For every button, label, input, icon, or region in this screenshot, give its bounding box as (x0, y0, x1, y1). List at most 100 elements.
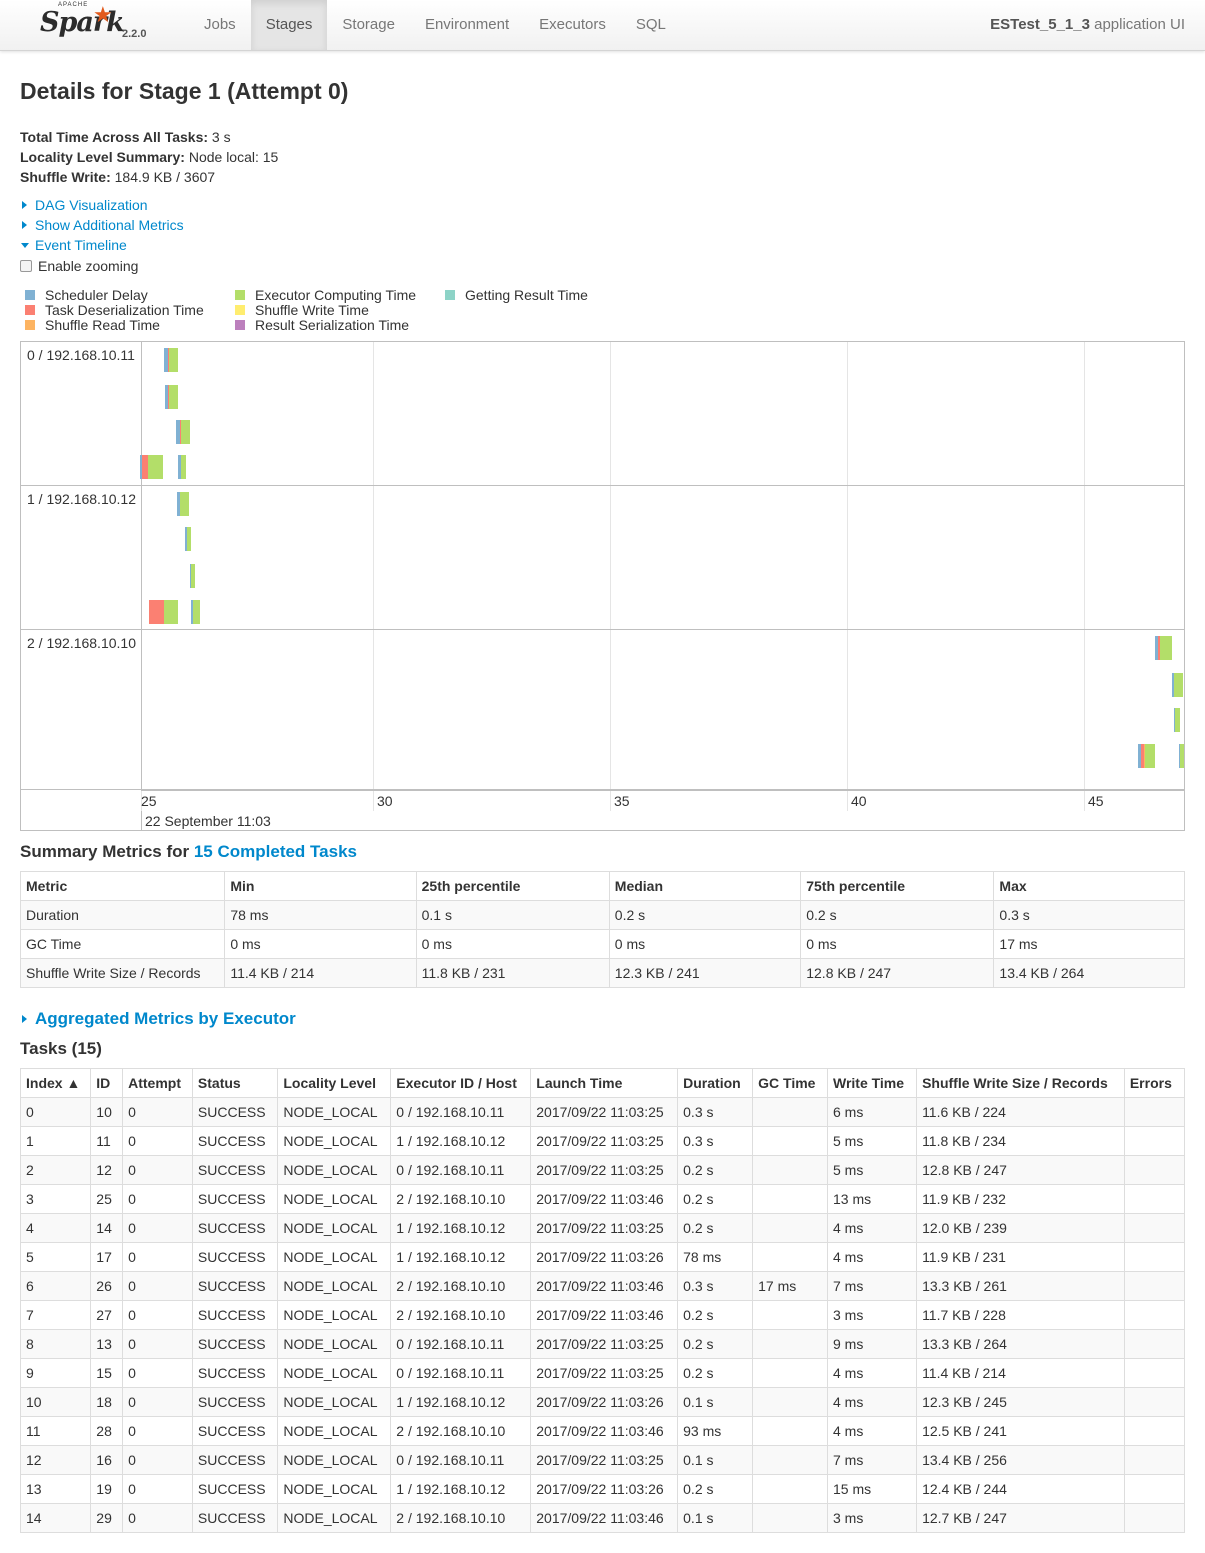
legend-label: Result Serialization Time (255, 317, 410, 333)
table-row: 10 18 0 SUCCESS NODE_LOCAL 1 / 192.168.10.12 2… (19, 1387, 1186, 1417)
tasks-column-header[interactable]: Write Time (826, 1068, 918, 1098)
table-cell: 0 / 192.168.10.11 (390, 1329, 532, 1359)
table-cell: SUCCESS (191, 1126, 279, 1156)
tab-stages[interactable]: Stages (250, 0, 328, 50)
table-row: 13 19 0 SUCCESS NODE_LOCAL 1 / 192.168.10.12 2… (19, 1474, 1186, 1504)
table-cell: 0 (122, 1300, 193, 1330)
table-cell: 2017/09/22 11:03:25 (530, 1445, 679, 1475)
table-cell: 9 (19, 1358, 92, 1388)
task-timeline-bar[interactable] (140, 455, 163, 479)
tasks-column-header[interactable]: Index ▲ (19, 1068, 92, 1098)
table-row: 7 27 0 SUCCESS NODE_LOCAL 2 / 192.168.10.10 20… (19, 1300, 1186, 1330)
legend-label: Shuffle Write Time (255, 302, 369, 318)
executor-label: 0 / 192.168.10.11 (27, 347, 135, 363)
legend-swatch (235, 320, 245, 330)
summary-metrics-cell: 11.8 KB / 231 (415, 958, 610, 988)
task-timeline-bar[interactable] (1172, 673, 1183, 697)
dag-visualization-toggle[interactable]: DAG Visualization (20, 197, 148, 213)
task-timeline-bar[interactable] (1174, 708, 1180, 732)
task-timeline-bar[interactable] (191, 600, 200, 624)
task-timeline-bar[interactable] (165, 385, 178, 409)
table-cell: 0.1 s (677, 1445, 754, 1475)
event-timeline-toggle[interactable]: Event Timeline (20, 237, 127, 253)
event-timeline[interactable]: 0 / 192.168.10.11 1 / 192.168.10.12 2 / … (20, 341, 1185, 831)
table-cell: NODE_LOCAL (277, 1126, 392, 1156)
summary-metrics-cell: 17 ms (993, 929, 1185, 959)
axis-tick-label: 25 (141, 793, 157, 809)
tasks-column-header[interactable]: Duration (677, 1068, 754, 1098)
aggregated-metrics-link[interactable]: Aggregated Metrics by Executor (35, 1009, 296, 1028)
table-cell: 9 ms (826, 1329, 918, 1359)
task-bar-segment (140, 455, 142, 479)
table-cell: SUCCESS (191, 1503, 279, 1533)
table-cell: 2017/09/22 11:03:46 (530, 1184, 679, 1214)
summary-metrics-heading-text: Summary Metrics for (20, 842, 194, 861)
tasks-column-header[interactable]: Launch Time (530, 1068, 679, 1098)
summary-metrics-cell: 0.2 s (608, 900, 802, 930)
table-cell: 2017/09/22 11:03:25 (530, 1097, 679, 1127)
task-bar-segment (180, 492, 189, 516)
task-timeline-bar[interactable] (1138, 744, 1155, 768)
task-timeline-bar[interactable] (190, 564, 195, 588)
table-row: 9 15 0 SUCCESS NODE_LOCAL 0 / 192.168.10.11 20… (19, 1358, 1186, 1388)
table-cell (1123, 1358, 1186, 1388)
task-timeline-bar[interactable] (164, 348, 178, 372)
completed-tasks-link[interactable]: 15 Completed Tasks (193, 842, 357, 861)
table-cell: 13 (90, 1329, 124, 1359)
task-timeline-bar[interactable] (185, 527, 191, 551)
table-cell: 3 (19, 1184, 92, 1214)
logo-apache-text: APACHE (58, 2, 89, 8)
task-timeline-bar[interactable] (1179, 744, 1184, 768)
enable-zooming-checkbox[interactable] (20, 260, 32, 273)
summary-metrics-cell: 12.3 KB / 241 (608, 958, 802, 988)
task-bar-segment (1172, 673, 1174, 697)
table-cell: 4 ms (826, 1213, 918, 1243)
aggregated-metrics-toggle[interactable]: Aggregated Metrics by Executor (20, 1009, 296, 1029)
table-cell: 29 (90, 1503, 124, 1533)
table-cell: SUCCESS (191, 1213, 279, 1243)
tab-sql[interactable]: SQL (635, 16, 666, 33)
table-cell: 0 (122, 1213, 193, 1243)
table-cell: 0.2 s (677, 1213, 754, 1243)
task-timeline-bar[interactable] (176, 420, 190, 444)
enable-zooming-label: Enable zooming (38, 258, 139, 274)
table-cell: 13.4 KB / 256 (916, 1445, 1125, 1475)
table-cell: 0.1 s (677, 1503, 754, 1533)
table-cell (1123, 1474, 1186, 1504)
legend-swatch (25, 290, 35, 300)
table-cell: 0 (122, 1474, 193, 1504)
spark-logo[interactable]: APACHE Spark ★ 2.2.0 (38, 2, 158, 48)
tasks-column-header[interactable]: Shuffle Write Size / Records (916, 1068, 1125, 1098)
task-timeline-bar[interactable] (178, 455, 186, 479)
tasks-column-header[interactable]: Attempt (122, 1068, 193, 1098)
task-timeline-bar[interactable] (1155, 636, 1172, 660)
event-timeline-label: Event Timeline (35, 237, 127, 253)
table-cell: 2017/09/22 11:03:46 (530, 1503, 679, 1533)
task-timeline-bar[interactable] (177, 492, 189, 516)
tab-executors[interactable]: Executors (539, 16, 606, 33)
summary-column-header: Min (224, 871, 417, 901)
summary-total-time-label: Total Time Across All Tasks: (20, 129, 209, 145)
table-row: 5 17 0 SUCCESS NODE_LOCAL 1 / 192.168.10.12 20… (19, 1242, 1186, 1272)
summary-metrics-cell: 11.4 KB / 214 (224, 958, 417, 988)
tasks-column-header[interactable]: Locality Level (277, 1068, 392, 1098)
task-timeline-bar[interactable] (149, 600, 178, 624)
tasks-column-header[interactable]: Executor ID / Host (390, 1068, 532, 1098)
tab-storage[interactable]: Storage (342, 16, 395, 33)
tab-jobs[interactable]: Jobs (204, 16, 236, 33)
table-cell: 2 / 192.168.10.10 (390, 1300, 532, 1330)
task-bar-segment (1144, 744, 1145, 768)
table-row: 14 29 0 SUCCESS NODE_LOCAL 2 / 192.168.10.10 2… (19, 1503, 1186, 1533)
tasks-column-header[interactable]: GC Time (752, 1068, 828, 1098)
table-cell: 0.2 s (677, 1155, 754, 1185)
task-bar-segment (187, 527, 191, 551)
tasks-column-header[interactable]: Status (191, 1068, 279, 1098)
tab-environment[interactable]: Environment (424, 16, 510, 33)
tasks-column-header[interactable]: Errors (1123, 1068, 1186, 1098)
tasks-header-row: Index ▲ ID Attempt Status Locality Level Exec… (19, 1068, 1186, 1098)
tasks-column-header[interactable]: ID (90, 1068, 124, 1098)
table-row: 8 13 0 SUCCESS NODE_LOCAL 0 / 192.168.10.11 20… (19, 1329, 1186, 1359)
task-bar-segment (149, 600, 164, 624)
additional-metrics-toggle[interactable]: Show Additional Metrics (20, 217, 184, 233)
table-cell: 13.3 KB / 264 (916, 1329, 1125, 1359)
